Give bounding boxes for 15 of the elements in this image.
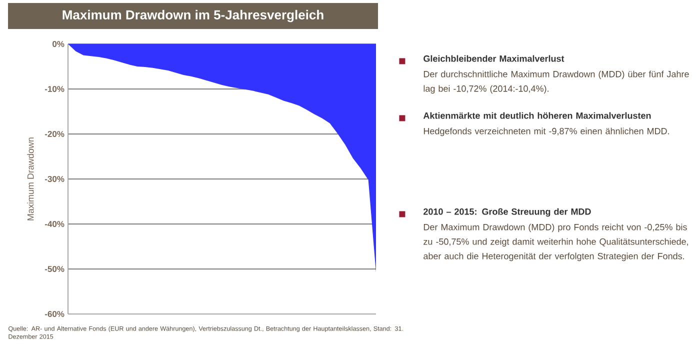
y-tick-label: -60% xyxy=(44,310,64,317)
text: Hedgefonds verzeichneten mit -9,87% einen ähnlichen MDD. xyxy=(424,128,669,136)
text: Der Maximum Drawdown (MDD) pro Fonds reicht von -0,25% bis zu -50,75% und zeigt damit weiterhin hohe Qualitätsunterschiede, aber auch die Heterogenität der verfolgten Strategien der Fonds. xyxy=(424,224,688,262)
y-tick-label: -50% xyxy=(44,266,64,272)
y-tick-label: -40% xyxy=(44,220,64,227)
y-tick-label: -30% xyxy=(44,176,64,182)
y-tick-label: -10% xyxy=(44,86,64,92)
text: 2010 – 2015: Große Streuung der MDD xyxy=(424,208,591,217)
chart-title: Maximum Drawdown im 5-Jahresvergleich xyxy=(62,10,324,22)
y-tick-label: 0% xyxy=(52,40,64,47)
text: Der durchschnittliche Maximum Drawdown (MDD) über fünf Jahre lag bei -10,72% (2014:-10,4%). xyxy=(424,70,689,94)
y-tick-label: -20% xyxy=(44,130,64,137)
text: Gleichbleibender Maximalverlust xyxy=(424,55,564,62)
text: Aktienmärkte mit deutlich höheren Maximalverlusten xyxy=(423,112,651,119)
y-axis-title: Maximum Drawdown xyxy=(27,138,34,220)
